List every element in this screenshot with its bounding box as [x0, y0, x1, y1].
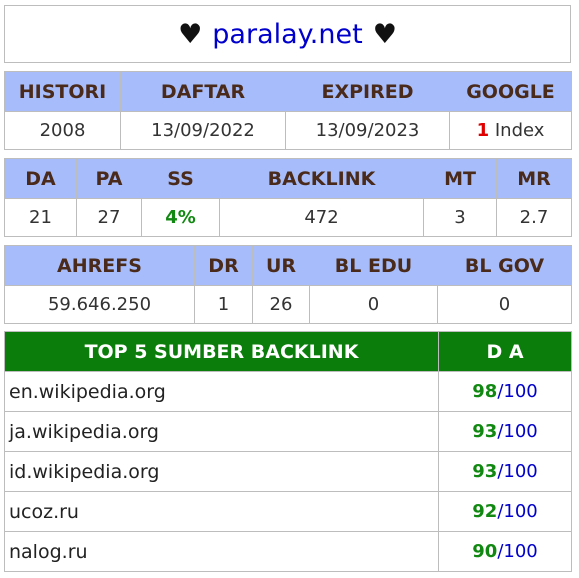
- da-separator: /: [497, 461, 504, 482]
- header-expired: EXPIRED: [285, 71, 450, 112]
- table-row: ja.wikipedia.org 93/100: [4, 411, 572, 452]
- table-row: 21 27 4% 472 3 2.7: [4, 198, 572, 237]
- table-row: en.wikipedia.org 98/100: [4, 371, 572, 412]
- histori-value: 2008: [4, 111, 121, 150]
- bl-edu-value: 0: [309, 285, 438, 324]
- ur-value: 26: [252, 285, 310, 324]
- google-index-count: 1: [476, 120, 490, 141]
- table-header-row: AHREFS DR UR BL EDU BL GOV: [4, 245, 572, 286]
- spam-score: 4%: [165, 207, 196, 228]
- source-da-value: 93: [472, 421, 498, 442]
- header-pa: PA: [76, 158, 142, 199]
- dr-value: 1: [194, 285, 253, 324]
- table-header-row: HISTORI DAFTAR EXPIRED GOOGLE: [4, 71, 572, 112]
- header-histori: HISTORI: [4, 71, 121, 112]
- header-ss: SS: [141, 158, 220, 199]
- da-separator: /: [497, 381, 504, 402]
- site-domain-title[interactable]: paralay.net: [212, 18, 363, 50]
- table-header-row: DA PA SS BACKLINK MT MR: [4, 158, 572, 199]
- top-backlinks-table: TOP 5 SUMBER BACKLINK D A en.wikipedia.o…: [4, 331, 572, 572]
- google-index-label: Index: [489, 120, 545, 141]
- bl-gov-value: 0: [437, 285, 572, 324]
- header-source-da: D A: [438, 331, 572, 372]
- table-row: id.wikipedia.org 93/100: [4, 451, 572, 492]
- moz-metrics-table: DA PA SS BACKLINK MT MR 21 27 4% 472 3 2…: [4, 158, 572, 237]
- header-da: DA: [4, 158, 77, 199]
- daftar-value: 13/09/2022: [120, 111, 286, 150]
- da-separator: /: [497, 421, 504, 442]
- backlink-source-link[interactable]: nalog.ru: [4, 531, 439, 572]
- source-da-cell: 98/100: [438, 371, 572, 412]
- da-separator: /: [497, 501, 504, 522]
- ss-value: 4%: [141, 198, 220, 237]
- google-index-value: 1 Index: [449, 111, 572, 150]
- header-mt: MT: [423, 158, 497, 199]
- da-max-value: 100: [503, 381, 538, 402]
- backlink-source-link[interactable]: ja.wikipedia.org: [4, 411, 439, 452]
- header-bl-edu: BL EDU: [309, 245, 438, 286]
- source-da-cell: 90/100: [438, 531, 572, 572]
- pa-value: 27: [76, 198, 142, 237]
- da-value: 21: [4, 198, 77, 237]
- backlink-source-link[interactable]: ucoz.ru: [4, 491, 439, 532]
- da-max-value: 100: [503, 421, 538, 442]
- source-da-cell: 93/100: [438, 411, 572, 452]
- da-separator: /: [497, 541, 504, 562]
- source-da-value: 93: [472, 461, 498, 482]
- mr-value: 2.7: [496, 198, 572, 237]
- table-row: ucoz.ru 92/100: [4, 491, 572, 532]
- header-mr: MR: [496, 158, 572, 199]
- ahrefs-value: 59.646.250: [4, 285, 195, 324]
- table-row: 2008 13/09/2022 13/09/2023 1 Index: [4, 111, 572, 150]
- source-da-value: 98: [472, 381, 498, 402]
- header-ahrefs: AHREFS: [4, 245, 195, 286]
- heart-left-icon: ♥: [178, 18, 203, 50]
- mt-value: 3: [423, 198, 497, 237]
- domain-history-table: HISTORI DAFTAR EXPIRED GOOGLE 2008 13/09…: [4, 71, 572, 150]
- header-backlink: BACKLINK: [219, 158, 424, 199]
- backlink-source-link[interactable]: en.wikipedia.org: [4, 371, 439, 412]
- source-da-cell: 92/100: [438, 491, 572, 532]
- heart-right-icon: ♥: [372, 18, 397, 50]
- source-da-value: 92: [472, 501, 498, 522]
- header-daftar: DAFTAR: [120, 71, 286, 112]
- ahrefs-metrics-table: AHREFS DR UR BL EDU BL GOV 59.646.250 1 …: [4, 245, 572, 324]
- da-max-value: 100: [503, 501, 538, 522]
- header-ur: UR: [252, 245, 310, 286]
- table-row: nalog.ru 90/100: [4, 531, 572, 572]
- table-header-row: TOP 5 SUMBER BACKLINK D A: [4, 331, 572, 372]
- header-dr: DR: [194, 245, 253, 286]
- backlink-value: 472: [219, 198, 424, 237]
- header-top-sources: TOP 5 SUMBER BACKLINK: [4, 331, 439, 372]
- site-title-banner: ♥ paralay.net ♥: [4, 5, 571, 63]
- da-max-value: 100: [503, 541, 538, 562]
- backlink-source-link[interactable]: id.wikipedia.org: [4, 451, 439, 492]
- expired-value: 13/09/2023: [285, 111, 450, 150]
- da-max-value: 100: [503, 461, 538, 482]
- header-google: GOOGLE: [449, 71, 572, 112]
- source-da-cell: 93/100: [438, 451, 572, 492]
- table-row: 59.646.250 1 26 0 0: [4, 285, 572, 324]
- header-bl-gov: BL GOV: [437, 245, 572, 286]
- source-da-value: 90: [472, 541, 498, 562]
